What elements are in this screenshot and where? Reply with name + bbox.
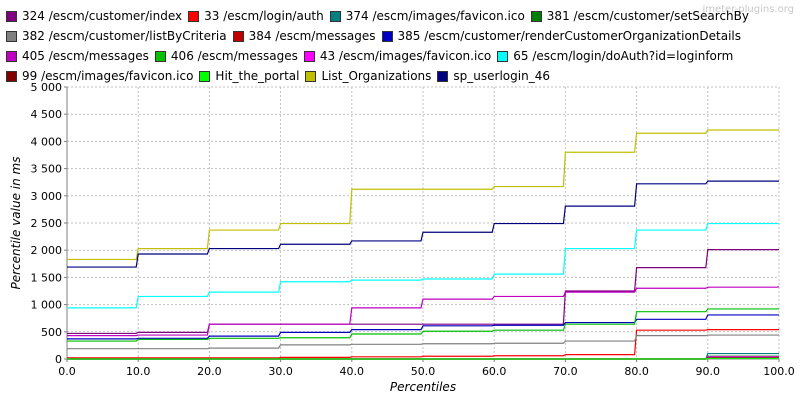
legend-item: 406 /escm/messages xyxy=(154,49,298,63)
legend-swatch xyxy=(199,70,211,82)
legend-item: 384 /escm/messages xyxy=(232,29,376,43)
legend-swatch xyxy=(497,50,509,62)
legend-label: List_Organizations xyxy=(321,69,432,83)
x-tick-label: 10.0 xyxy=(126,365,151,378)
legend-label: sp_userlogin_46 xyxy=(453,69,550,83)
x-tick-label: 20.0 xyxy=(197,365,222,378)
x-tick-label: 100.0 xyxy=(763,365,795,378)
legend-swatch xyxy=(437,70,449,82)
legend-row: 382 /escm/customer/listByCriteria 384 /es… xyxy=(6,26,741,46)
legend-item: 405 /escm/messages xyxy=(6,49,149,63)
legend-item: 374 /escm/images/favicon.ico xyxy=(329,9,525,23)
legend-label: Hit_the_portal xyxy=(215,69,300,83)
y-tick-label: 500 xyxy=(41,326,62,339)
legend-item: 381 /escm/customer/setSearchBy xyxy=(530,9,749,23)
legend-label: 99 /escm/images/favicon.ico xyxy=(22,69,194,83)
y-tick-label: 4 000 xyxy=(31,135,63,148)
x-tick-label: 70.0 xyxy=(553,365,578,378)
legend-item: 382 /escm/customer/listByCriteria xyxy=(6,29,227,43)
legend-row: 99 /escm/images/favicon.ico Hit_the_porta… xyxy=(6,66,706,86)
series-line xyxy=(67,222,779,309)
legend-label: 405 /escm/messages xyxy=(22,49,149,63)
legend-swatch xyxy=(6,50,17,62)
x-tick-label: 30.0 xyxy=(268,365,293,378)
legend-label: 385 /escm/customer/renderCustomerOrganiz… xyxy=(397,29,741,43)
y-tick-label: 2 500 xyxy=(31,217,63,230)
legend-label: 43 /escm/images/favicon.ico xyxy=(319,49,492,63)
legend-swatch xyxy=(329,10,341,22)
legend-swatch xyxy=(6,70,17,82)
legend-label: 384 /escm/messages xyxy=(248,29,376,43)
legend: 324 /escm/customer/index 33 /escm/login/a… xyxy=(6,6,749,86)
y-tick-label: 3 000 xyxy=(31,190,63,203)
series-line xyxy=(67,180,779,268)
legend-label: 406 /escm/messages xyxy=(170,49,298,63)
y-tick-label: 4 500 xyxy=(31,108,63,121)
legend-swatch xyxy=(232,30,244,42)
legend-label: 33 /escm/login/auth xyxy=(204,9,324,23)
y-tick-label: 1 000 xyxy=(31,299,63,312)
legend-swatch xyxy=(303,50,315,62)
legend-item: 33 /escm/login/auth xyxy=(188,9,324,23)
legend-item: 385 /escm/customer/renderCustomerOrganiz… xyxy=(381,29,741,43)
x-axis-label: Percentiles xyxy=(390,380,456,394)
legend-item: 324 /escm/customer/index xyxy=(6,9,182,23)
y-tick-label: 5 000 xyxy=(31,81,63,94)
series-line xyxy=(67,329,779,359)
legend-swatch xyxy=(6,10,17,22)
legend-label: 381 /escm/customer/setSearchBy xyxy=(546,9,749,23)
legend-item: 65 /escm/login/doAuth?id=loginform xyxy=(497,49,733,63)
legend-row: 324 /escm/customer/index 33 /escm/login/a… xyxy=(6,6,749,26)
watermark: jmeter-plugins.org xyxy=(702,4,794,15)
x-tick-label: 0.0 xyxy=(58,365,76,378)
y-tick-label: 3 500 xyxy=(31,163,63,176)
y-tick-label: 1 500 xyxy=(31,271,63,284)
legend-label: 324 /escm/customer/index xyxy=(22,9,183,23)
series-line xyxy=(67,314,779,340)
legend-swatch xyxy=(530,10,542,22)
x-tick-label: 60.0 xyxy=(482,365,507,378)
legend-label: 65 /escm/login/doAuth?id=loginform xyxy=(513,49,734,63)
legend-row: 405 /escm/messages 406 /escm/messages 43 /… xyxy=(6,46,733,66)
legend-item: Hit_the_portal xyxy=(199,69,299,83)
legend-swatch xyxy=(381,30,393,42)
series-line xyxy=(67,357,779,360)
legend-item: 99 /escm/images/favicon.ico xyxy=(6,69,193,83)
legend-swatch xyxy=(154,50,166,62)
series-line xyxy=(67,286,780,337)
series-line xyxy=(67,129,779,261)
series-line xyxy=(67,308,779,342)
legend-swatch xyxy=(305,70,317,82)
x-tick-label: 50.0 xyxy=(411,365,436,378)
y-axis-label: Percentile value in ms xyxy=(9,157,23,290)
legend-item: List_Organizations xyxy=(305,69,431,83)
legend-swatch xyxy=(188,10,200,22)
x-tick-label: 40.0 xyxy=(340,365,365,378)
legend-swatch xyxy=(6,30,17,42)
y-tick-label: 2 000 xyxy=(31,244,63,257)
legend-item: sp_userlogin_46 xyxy=(437,69,550,83)
series-line xyxy=(67,334,779,350)
legend-label: 382 /escm/customer/listByCriteria xyxy=(22,29,227,43)
legend-item: 43 /escm/images/favicon.ico xyxy=(303,49,492,63)
legend-label: 374 /escm/images/favicon.ico xyxy=(345,9,525,23)
x-tick-label: 90.0 xyxy=(696,365,721,378)
y-tick-label: 0 xyxy=(55,353,62,366)
x-tick-label: 80.0 xyxy=(624,365,649,378)
